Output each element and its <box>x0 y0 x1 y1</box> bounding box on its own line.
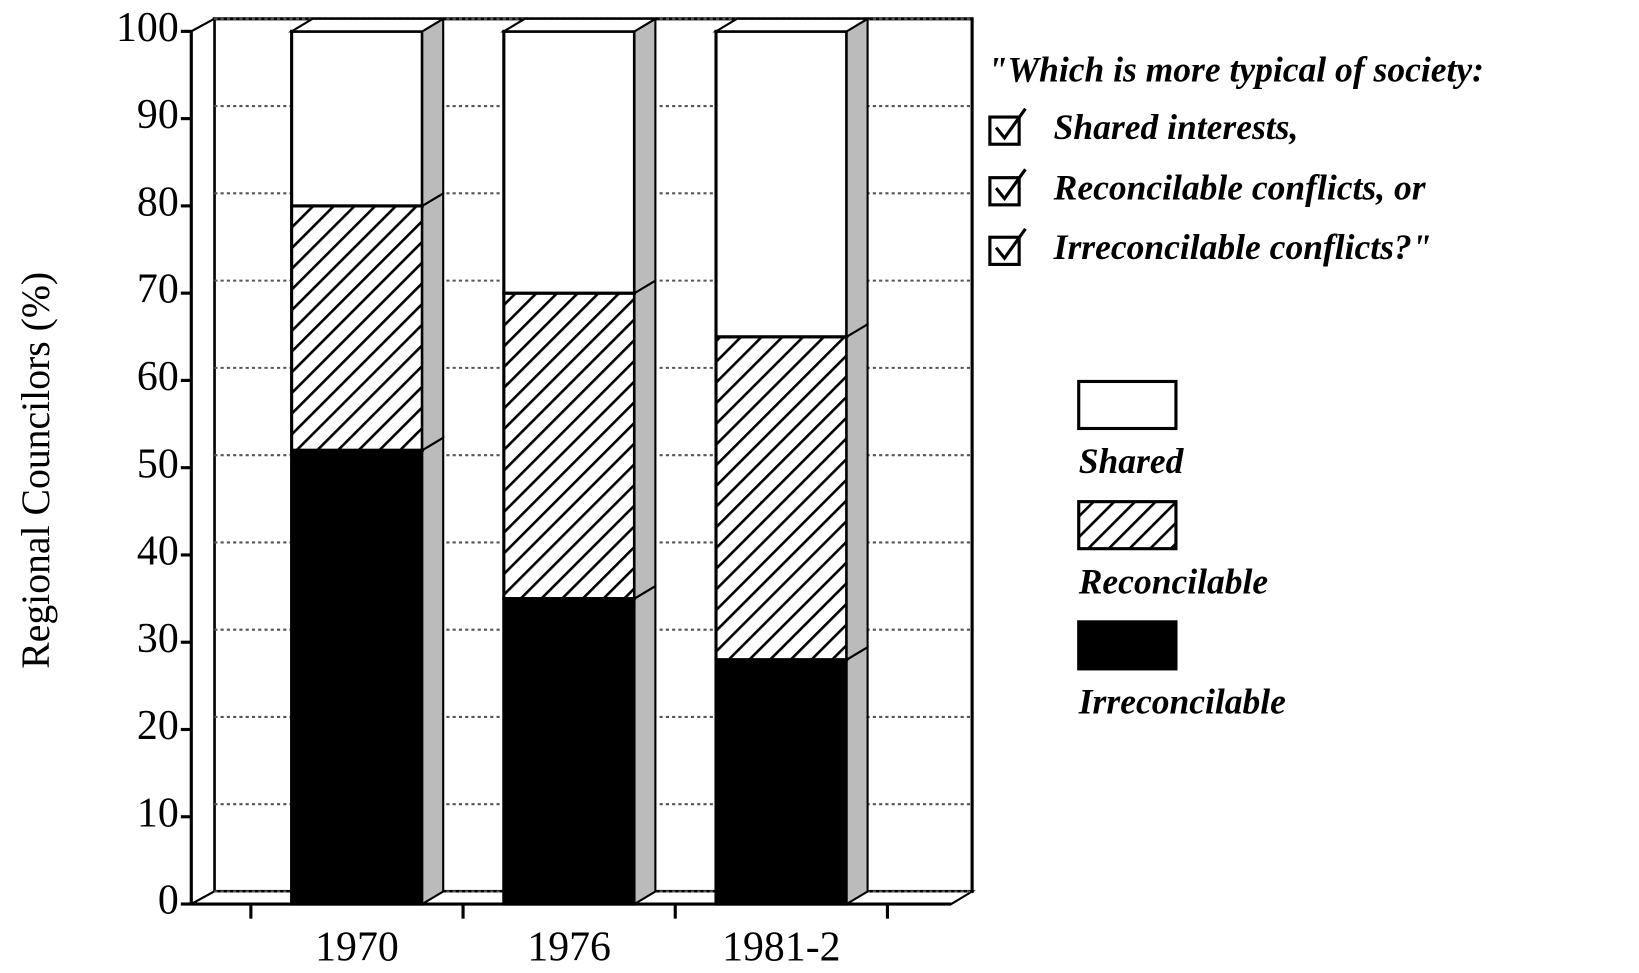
annotation-line: "Which is more typical of society: <box>988 49 1484 89</box>
y-tick-label: 20 <box>137 703 179 749</box>
legend-label: Irreconcilable <box>1078 682 1286 722</box>
bar-segment <box>290 204 424 452</box>
y-tick-label: 0 <box>158 878 179 924</box>
y-tick-label: 70 <box>137 267 179 313</box>
bar-segment <box>714 658 849 906</box>
legend-label: Reconcilable <box>1078 561 1268 601</box>
y-tick-label: 100 <box>116 5 179 51</box>
checkboxes <box>988 107 1027 266</box>
annotation-line: Irreconcilable conflicts?" <box>1053 227 1432 267</box>
annotation: "Which is more typical of society: Share… <box>988 49 1484 267</box>
y-tick-label: 30 <box>137 616 179 662</box>
annotation-line: Shared interests, <box>1054 107 1299 147</box>
y-tick-label: 80 <box>137 179 179 225</box>
y-tick-label: 40 <box>137 529 179 575</box>
x-tick-label: 1970 <box>315 925 399 971</box>
x-tick-label: 1976 <box>527 925 611 971</box>
bar-side <box>633 16 657 296</box>
bar-segment <box>502 29 637 295</box>
annotation-line: Reconcilable conflicts, or <box>1053 167 1427 207</box>
bar-side <box>845 16 869 339</box>
bar-top <box>287 17 447 33</box>
y-axis-title: Regional Councilors (%) <box>14 272 58 669</box>
bar-segment <box>290 29 424 208</box>
legend-swatch <box>1077 500 1178 551</box>
bar-segment <box>714 335 849 662</box>
side-wall <box>190 17 216 906</box>
bar-side <box>421 191 445 453</box>
bar-segment <box>290 448 424 906</box>
bar-side <box>633 584 657 906</box>
bar-side <box>845 322 869 662</box>
bar-segment <box>714 29 849 339</box>
x-tick-label: 1981-2 <box>722 925 840 971</box>
bar-side <box>421 435 445 906</box>
bar-side <box>845 645 869 906</box>
bar-segment <box>502 291 637 601</box>
bar-top <box>712 17 872 33</box>
y-tick-label: 10 <box>137 790 179 836</box>
legend-swatch <box>1077 620 1178 671</box>
bar-side <box>633 278 657 601</box>
legend-label: Shared <box>1079 441 1185 481</box>
y-tick-label: 60 <box>137 354 179 400</box>
bar-side <box>421 16 445 208</box>
legend-swatch <box>1077 379 1178 431</box>
bar-top <box>500 17 660 33</box>
y-tick-label: 50 <box>137 441 179 487</box>
bar-segment <box>502 597 637 906</box>
y-tick-label: 90 <box>137 92 179 138</box>
